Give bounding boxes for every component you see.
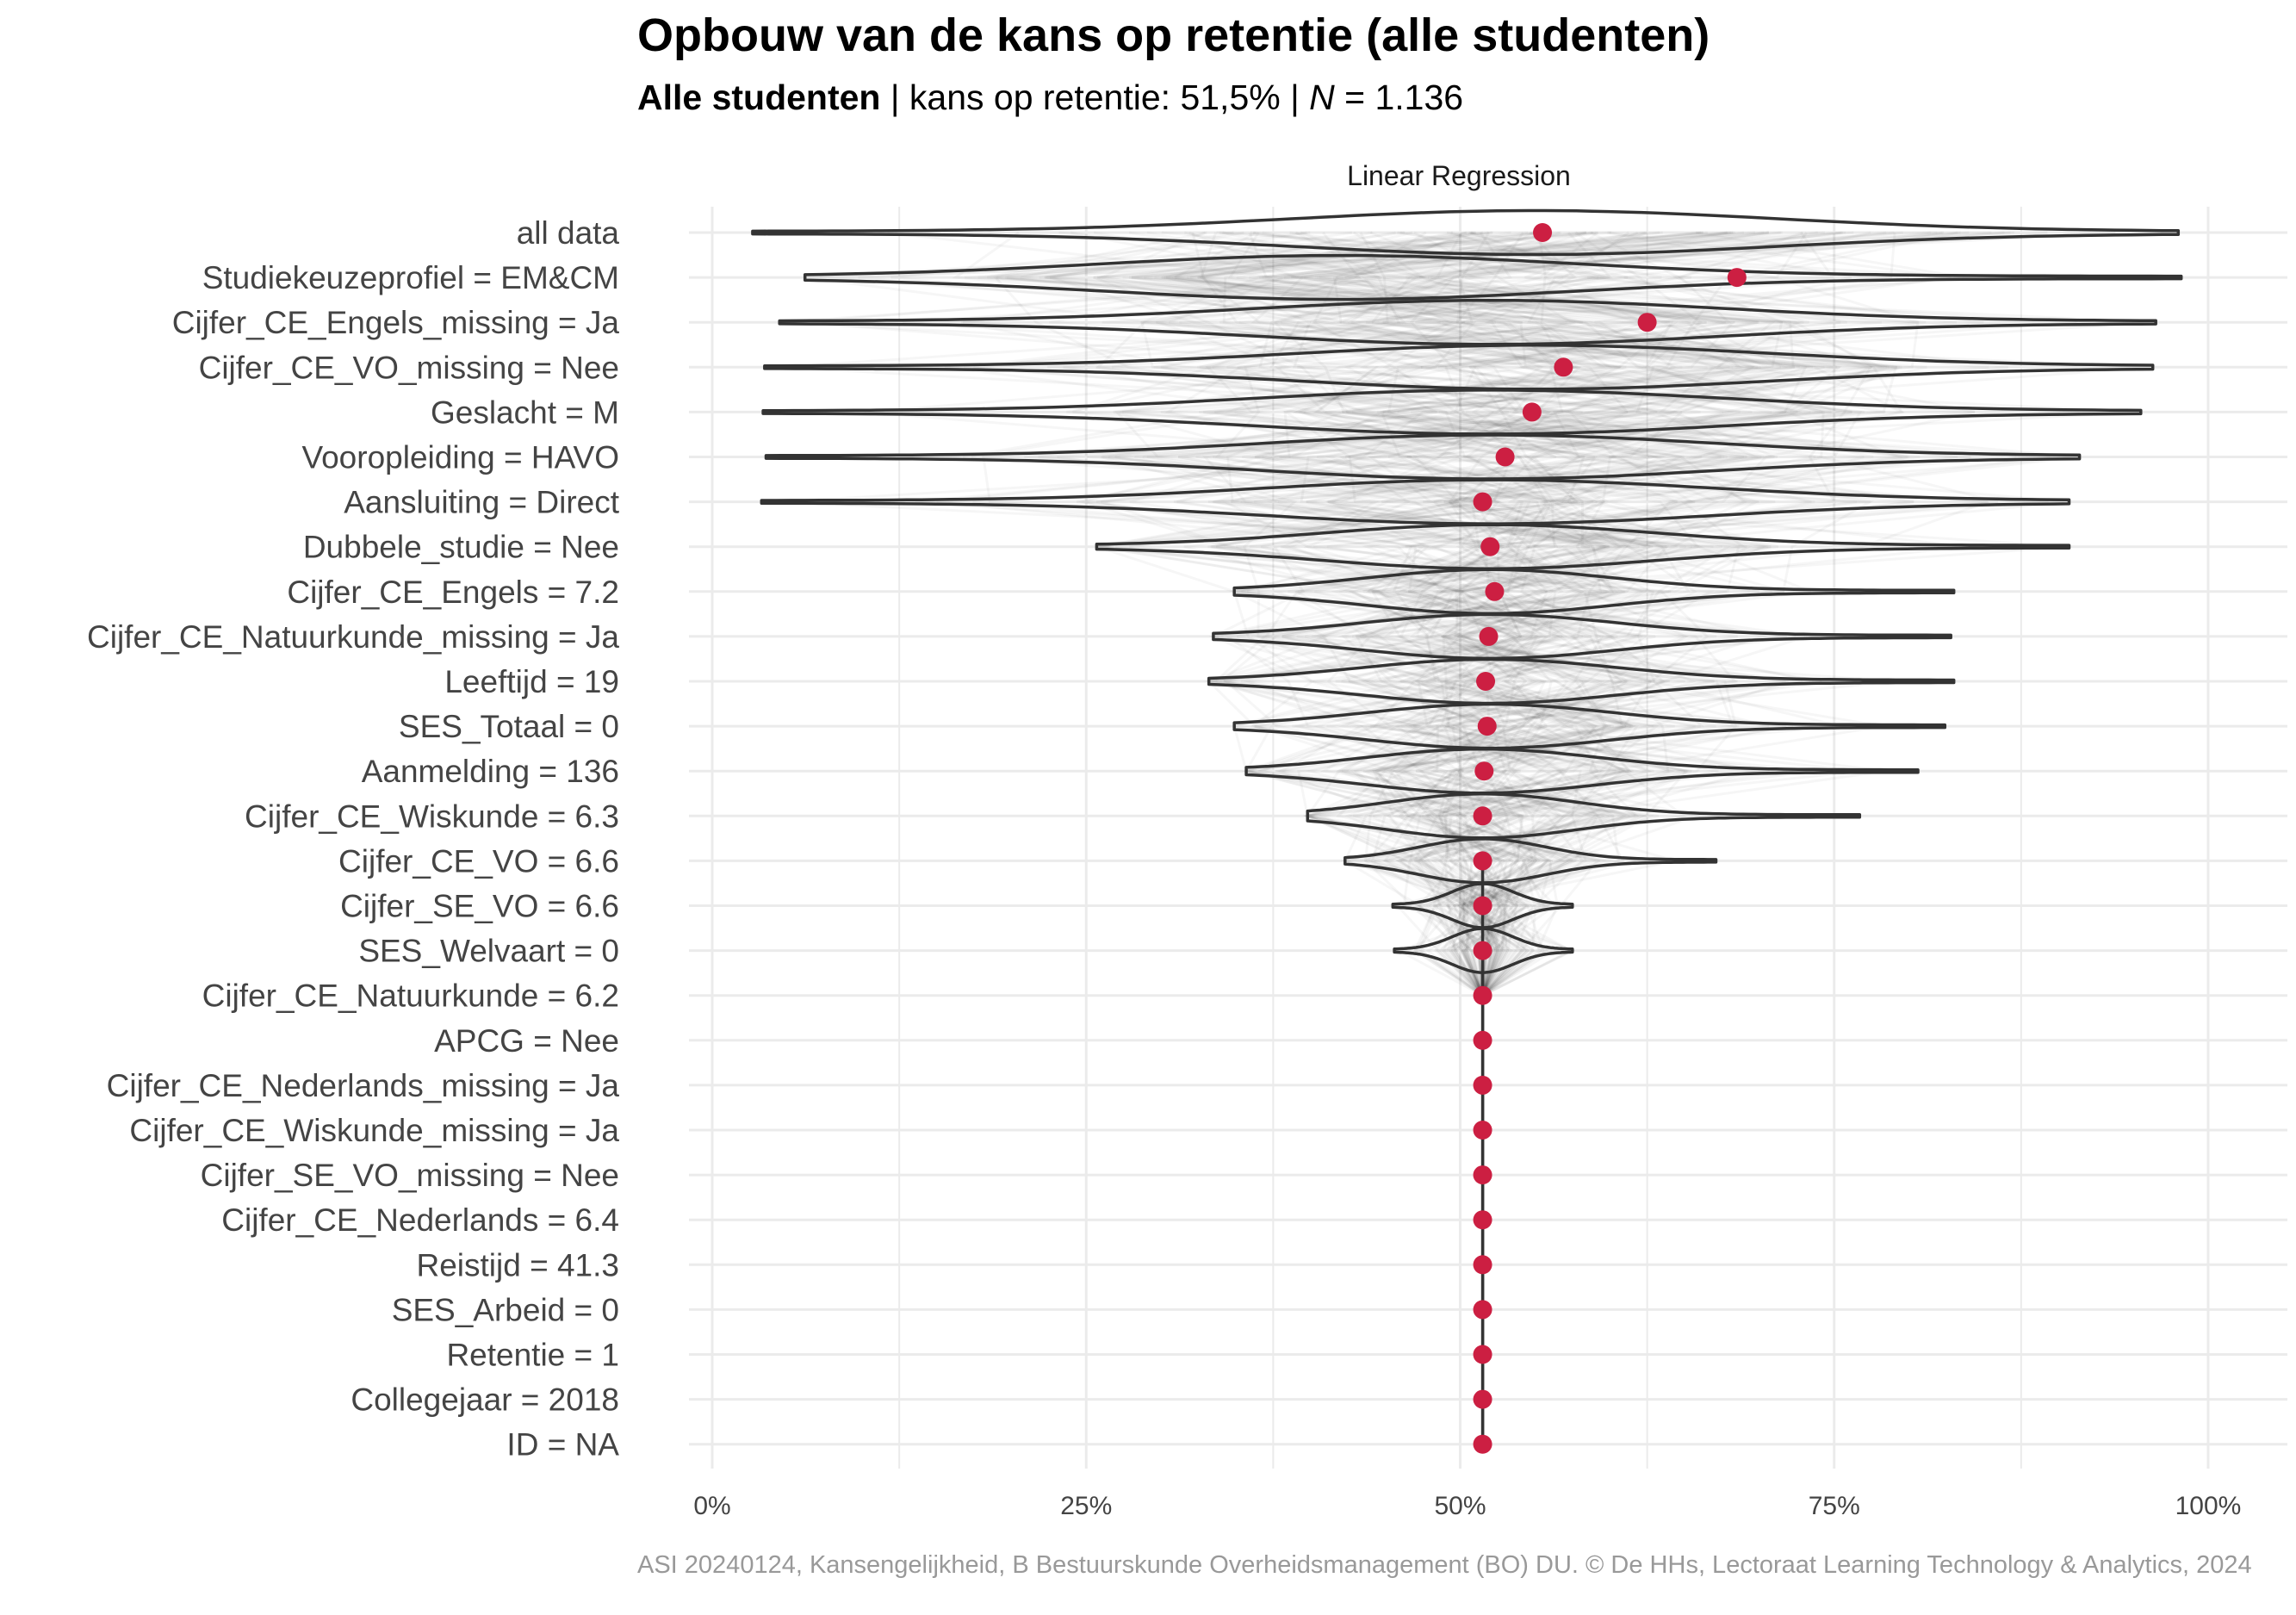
category-label: Cijfer_CE_Natuurkunde = 6.2 — [202, 978, 619, 1014]
data-point — [1473, 1255, 1492, 1275]
points — [1473, 223, 1747, 1454]
violin-shape — [1343, 837, 1718, 885]
subtitle-sep2: | — [1280, 78, 1310, 117]
subtitle-group: Alle studenten — [637, 78, 881, 117]
category-label: ID = NA — [506, 1427, 619, 1463]
category-label: Studiekeuzeprofiel = EM&CM — [202, 260, 619, 295]
category-label: Collegejaar = 2018 — [351, 1382, 619, 1418]
data-point — [1485, 581, 1505, 601]
category-label: Aansluiting = Direct — [344, 485, 620, 520]
x-tick-label: 50% — [1434, 1492, 1486, 1520]
subtitle-n-label: N — [1309, 78, 1335, 117]
category-label: Cijfer_CE_Wiskunde = 6.3 — [245, 798, 619, 834]
category-label: Cijfer_CE_Natuurkunde_missing = Ja — [87, 619, 619, 655]
chart-caption: ASI 20240124, Kansengelijkheid, B Bestuu… — [637, 1551, 2252, 1579]
category-labels: all data Studiekeuzeprofiel = EM&CM Cijfer… — [87, 215, 620, 1463]
data-point — [1473, 1434, 1492, 1454]
data-point — [1473, 851, 1492, 871]
category-label: Cijfer_SE_VO_missing = Nee — [201, 1158, 619, 1193]
violin-shape — [1391, 882, 1574, 929]
chart-title: Opbouw van de kans op retentie (alle stu… — [637, 9, 1710, 61]
violin-shape — [1212, 612, 1952, 661]
facet-label: Linear Regression — [1347, 160, 1571, 191]
data-point — [1637, 313, 1657, 332]
subtitle-sep1: | kans op retentie: — [880, 78, 1181, 117]
category-label: Retentie = 1 — [446, 1338, 619, 1373]
x-tick-labels: 0% 25% 50% 75% 100% — [693, 1492, 2241, 1520]
subtitle-n-value: = 1.136 — [1334, 78, 1464, 117]
data-point — [1473, 896, 1492, 916]
category-label: Cijfer_CE_Engels_missing = Ja — [172, 305, 620, 340]
data-point — [1495, 447, 1515, 467]
data-point — [1474, 761, 1494, 781]
category-label: all data — [517, 215, 620, 251]
data-point — [1473, 492, 1492, 512]
category-label: SES_Totaal = 0 — [399, 709, 619, 744]
breakdown-chart: Linear Regression all data Studiekeuzepro… — [87, 160, 2287, 1520]
data-point — [1473, 1210, 1492, 1230]
category-label: Cijfer_SE_VO = 6.6 — [340, 889, 619, 924]
data-point — [1473, 1345, 1492, 1364]
category-label: Cijfer_CE_VO = 6.6 — [338, 843, 619, 879]
data-point — [1473, 1300, 1492, 1320]
data-point — [1533, 223, 1553, 242]
violin-shape — [764, 433, 2082, 481]
data-point — [1473, 806, 1492, 826]
category-label: APCG = Nee — [434, 1023, 619, 1059]
category-label: Cijfer_CE_Engels = 7.2 — [287, 575, 619, 610]
violin-shape — [763, 344, 2155, 391]
category-label: SES_Arbeid = 0 — [392, 1292, 619, 1327]
violin-shape — [1207, 657, 1956, 705]
category-label: Cijfer_CE_Wiskunde_missing = Ja — [129, 1113, 619, 1148]
violin-shape — [1393, 927, 1574, 974]
violin-shape — [761, 388, 2143, 436]
chart-subtitle: Alle studenten | kans op retentie: 51,5%… — [637, 78, 1463, 118]
category-label: Leeftijd = 19 — [444, 664, 619, 699]
violin-shape — [778, 298, 2157, 346]
category-label: Cijfer_CE_Nederlands = 6.4 — [221, 1202, 619, 1238]
data-point — [1473, 1165, 1492, 1185]
category-label: Vooropleiding = HAVO — [301, 440, 619, 475]
subtitle-probability: 51,5% — [1180, 78, 1281, 117]
violins — [751, 208, 2183, 1444]
category-label: Dubbele_studie = Nee — [303, 530, 619, 565]
x-tick-label: 25% — [1060, 1492, 1112, 1520]
category-label: Aanmelding = 136 — [362, 754, 619, 789]
violin-shape — [1095, 523, 2071, 570]
data-point — [1476, 672, 1496, 691]
x-tick-label: 75% — [1809, 1492, 1860, 1520]
x-tick-label: 0% — [693, 1492, 730, 1520]
data-point — [1477, 717, 1497, 736]
category-label: Reistijd = 41.3 — [417, 1247, 620, 1283]
data-point — [1473, 1030, 1492, 1050]
data-point — [1473, 985, 1492, 1005]
data-point — [1473, 1121, 1492, 1140]
data-point — [1473, 941, 1492, 960]
data-point — [1522, 402, 1542, 422]
data-point — [1473, 1389, 1492, 1409]
data-point — [1554, 357, 1573, 377]
violin-shape — [803, 253, 2183, 301]
data-point — [1473, 1075, 1492, 1095]
category-label: Cijfer_CE_Nederlands_missing = Ja — [107, 1068, 620, 1103]
data-point — [1480, 537, 1500, 556]
category-label: SES_Welvaart = 0 — [358, 934, 619, 969]
category-label: Cijfer_CE_VO_missing = Nee — [199, 350, 619, 385]
x-tick-label: 100% — [2175, 1492, 2242, 1520]
data-point — [1479, 626, 1499, 646]
violin-shape — [760, 478, 2071, 525]
violin-shape — [751, 208, 2181, 257]
data-point — [1727, 268, 1747, 288]
category-label: Geslacht = M — [431, 394, 619, 430]
